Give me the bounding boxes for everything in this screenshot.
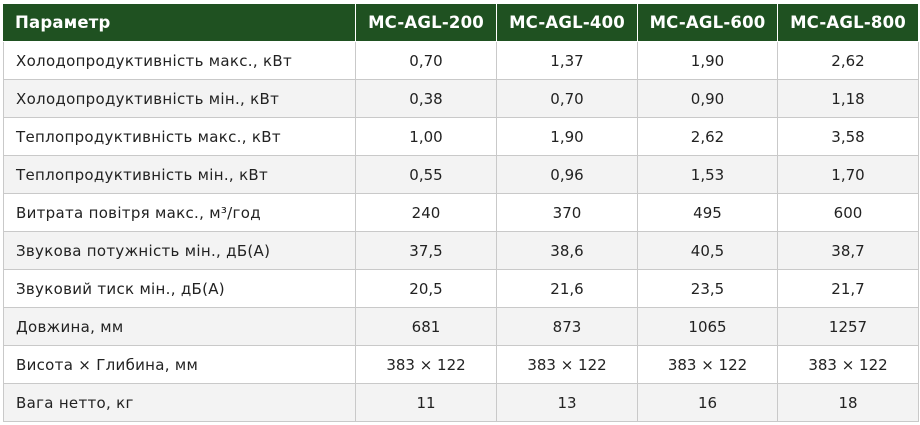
table-cell: 600	[777, 193, 919, 232]
table-cell: 40,5	[637, 231, 778, 270]
table-cell: 0,70	[355, 41, 497, 80]
table-cell: 2,62	[777, 41, 919, 80]
column-header-parameter: Параметр	[3, 3, 356, 42]
table-cell: 1065	[637, 307, 778, 346]
table-cell: 21,6	[496, 269, 638, 308]
table-row: Теплопродуктивність макс., кВт 1,00 1,90…	[3, 117, 919, 156]
table-cell: 23,5	[637, 269, 778, 308]
parameter-name: Висота × Глибина, мм	[3, 345, 356, 384]
table-header-row: Параметр MC-AGL-200 MC-AGL-400 MC-AGL-60…	[3, 3, 919, 42]
table-row: Теплопродуктивність мін., кВт 0,55 0,96 …	[3, 155, 919, 194]
column-header-model: MC-AGL-600	[637, 3, 778, 42]
column-header-model: MC-AGL-400	[496, 3, 638, 42]
table-cell: 681	[355, 307, 497, 346]
table-cell: 1,90	[637, 41, 778, 80]
table-cell: 0,96	[496, 155, 638, 194]
table-cell: 16	[637, 383, 778, 422]
table-cell: 495	[637, 193, 778, 232]
table-row: Висота × Глибина, мм 383 × 122 383 × 122…	[3, 345, 919, 384]
parameter-name: Теплопродуктивність мін., кВт	[3, 155, 356, 194]
table-cell: 1257	[777, 307, 919, 346]
column-header-model: MC-AGL-800	[777, 3, 919, 42]
table-cell: 383 × 122	[496, 345, 638, 384]
parameter-name: Звукова потужність мін., дБ(А)	[3, 231, 356, 270]
table-cell: 21,7	[777, 269, 919, 308]
table-cell: 0,38	[355, 79, 497, 118]
table-cell: 1,37	[496, 41, 638, 80]
table-row: Холодопродуктивність макс., кВт 0,70 1,3…	[3, 41, 919, 80]
table-row: Витрата повітря макс., м³/год 240 370 49…	[3, 193, 919, 232]
table-cell: 370	[496, 193, 638, 232]
table-cell: 3,58	[777, 117, 919, 156]
table-cell: 37,5	[355, 231, 497, 270]
table-row: Довжина, мм 681 873 1065 1257	[3, 307, 919, 346]
table-cell: 11	[355, 383, 497, 422]
table-cell: 1,53	[637, 155, 778, 194]
table-cell: 20,5	[355, 269, 497, 308]
spec-table: Параметр MC-AGL-200 MC-AGL-400 MC-AGL-60…	[3, 3, 919, 422]
table-cell: 1,00	[355, 117, 497, 156]
table-cell: 2,62	[637, 117, 778, 156]
table-cell: 383 × 122	[637, 345, 778, 384]
table-cell: 383 × 122	[777, 345, 919, 384]
table-cell: 0,90	[637, 79, 778, 118]
parameter-name: Вага нетто, кг	[3, 383, 356, 422]
table-cell: 240	[355, 193, 497, 232]
table-cell: 0,55	[355, 155, 497, 194]
table-row: Вага нетто, кг 11 13 16 18	[3, 383, 919, 422]
table-cell: 873	[496, 307, 638, 346]
table-cell: 1,90	[496, 117, 638, 156]
table-cell: 0,70	[496, 79, 638, 118]
column-header-model: MC-AGL-200	[355, 3, 497, 42]
parameter-name: Холодопродуктивність мін., кВт	[3, 79, 356, 118]
table-cell: 1,70	[777, 155, 919, 194]
table-row: Звуковий тиск мін., дБ(А) 20,5 21,6 23,5…	[3, 269, 919, 308]
parameter-name: Звуковий тиск мін., дБ(А)	[3, 269, 356, 308]
parameter-name: Холодопродуктивність макс., кВт	[3, 41, 356, 80]
parameter-name: Витрата повітря макс., м³/год	[3, 193, 356, 232]
table-cell: 383 × 122	[355, 345, 497, 384]
table-row: Звукова потужність мін., дБ(А) 37,5 38,6…	[3, 231, 919, 270]
table-cell: 38,7	[777, 231, 919, 270]
parameter-name: Довжина, мм	[3, 307, 356, 346]
parameter-name: Теплопродуктивність макс., кВт	[3, 117, 356, 156]
table-cell: 1,18	[777, 79, 919, 118]
table-row: Холодопродуктивність мін., кВт 0,38 0,70…	[3, 79, 919, 118]
table-cell: 18	[777, 383, 919, 422]
table-cell: 13	[496, 383, 638, 422]
table-cell: 38,6	[496, 231, 638, 270]
